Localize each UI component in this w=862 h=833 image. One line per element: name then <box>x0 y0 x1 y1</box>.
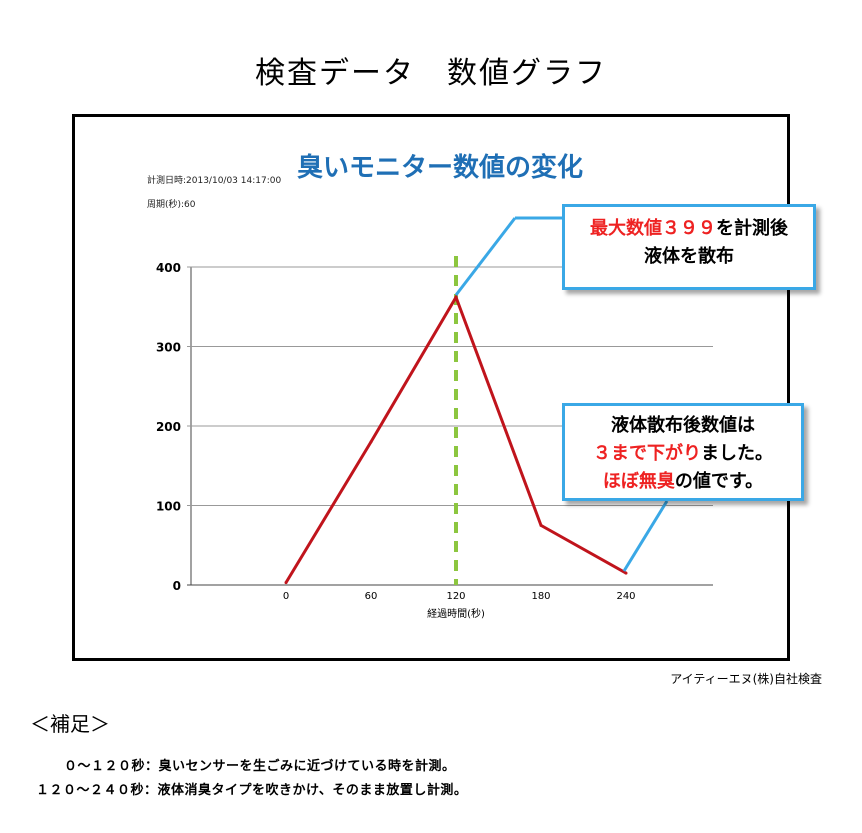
x-axis-label: 経過時間(秒) <box>427 607 485 620</box>
y-tick-label: 100 <box>156 500 181 514</box>
callout-after-spray-highlight1: ３まで下がり <box>593 443 701 464</box>
x-tick-label: 0 <box>283 591 289 602</box>
y-tick-label: 400 <box>156 261 181 275</box>
data-point <box>539 523 543 527</box>
supplement-line-2: １２０～２４０秒：液体消臭タイプを吹きかけ、そのまま放置し計測。 <box>36 783 468 798</box>
y-tick-label: 200 <box>156 420 181 434</box>
company-label: アイティーエヌ(株)自社検査 <box>670 672 822 686</box>
x-tick-label: 60 <box>365 591 378 602</box>
callout-max-value-line2: 液体を散布 <box>644 246 734 267</box>
callout-pointer-2 <box>622 500 669 572</box>
y-tick-label: 300 <box>156 341 181 355</box>
supplement-heading: ＜補足＞ <box>30 712 110 736</box>
measure-datetime: 計測日時:2013/10/03 14:17:00 <box>147 176 282 186</box>
x-tick-label: 240 <box>616 591 635 602</box>
callout-after-spray-text3: の値です。 <box>674 471 764 492</box>
callout-after-spray: 液体散布後数値は ３まで下がりました。 ほぼ無臭の値です。 <box>562 403 804 501</box>
data-point <box>284 581 288 585</box>
data-point <box>624 571 628 575</box>
page-title: 検査データ 数値グラフ <box>255 56 607 91</box>
data-point <box>454 295 458 299</box>
callout-after-spray-highlight2: ほぼ無臭 <box>602 471 675 492</box>
callout-max-value: 最大数値３９９を計測後 液体を散布 <box>562 204 816 290</box>
data-point <box>369 440 373 444</box>
callout-max-value-highlight: 最大数値３９９ <box>590 218 716 239</box>
y-tick-label: 0 <box>173 579 181 593</box>
x-tick-label: 120 <box>446 591 465 602</box>
measure-period: 周期(秒):60 <box>147 200 196 210</box>
callout-max-value-text: を計測後 <box>716 218 788 239</box>
chart-frame: 0 100 200 300 400 0 60 120 180 240 経過時間(秒) 臭いモニター数… <box>72 114 816 661</box>
callout-after-spray-line1: 液体散布後数値は <box>611 415 755 436</box>
callout-after-spray-text2: ました。 <box>701 443 773 464</box>
callout-pointer-1-diag <box>454 217 517 296</box>
chart-title: 臭いモニター数値の変化 <box>297 153 584 183</box>
x-tick-label: 180 <box>531 591 550 602</box>
supplement-line-1: ０～１２０秒：臭いセンサーを生ごみに近づけている時を計測。 <box>64 759 456 774</box>
